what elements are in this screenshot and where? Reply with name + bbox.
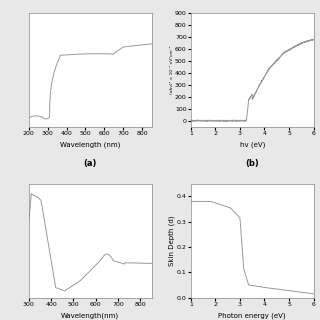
X-axis label: hv (eV): hv (eV) — [240, 141, 265, 148]
Y-axis label: Skin Depth (d): Skin Depth (d) — [169, 215, 175, 266]
X-axis label: Photon energy (eV): Photon energy (eV) — [219, 312, 286, 319]
Text: (b): (b) — [245, 159, 259, 168]
Text: (a): (a) — [84, 159, 97, 168]
Y-axis label: (αhν)² × 10⁻⁹ eV²cm⁻²: (αhν)² × 10⁻⁹ eV²cm⁻² — [170, 45, 173, 94]
X-axis label: Wavelength(nm): Wavelength(nm) — [61, 312, 119, 319]
X-axis label: Wavelength (nm): Wavelength (nm) — [60, 141, 120, 148]
